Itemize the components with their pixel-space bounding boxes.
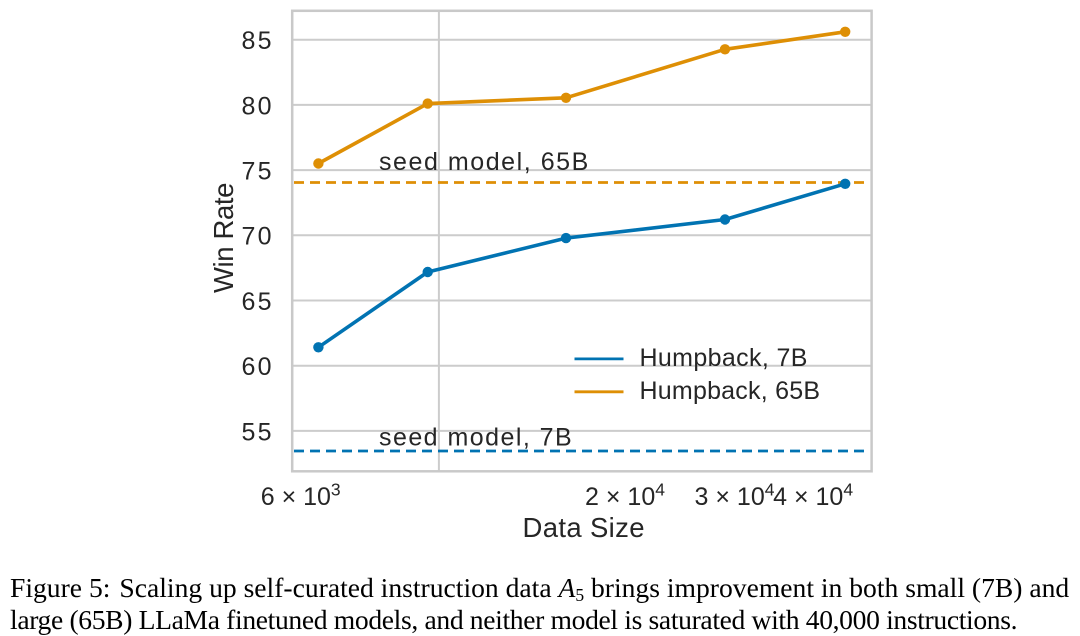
svg-text:Humpback, 65B: Humpback, 65B (640, 377, 821, 405)
svg-text:2 × 104: 2 × 104 (585, 480, 665, 511)
svg-text:3 × 104: 3 × 104 (695, 480, 775, 511)
svg-text:70: 70 (242, 223, 272, 251)
svg-text:60: 60 (242, 353, 272, 381)
svg-text:Humpback, 7B: Humpback, 7B (640, 344, 808, 372)
svg-text:65: 65 (242, 288, 272, 316)
svg-text:80: 80 (242, 92, 272, 120)
svg-text:75: 75 (242, 158, 272, 186)
svg-text:55: 55 (242, 418, 272, 446)
svg-text:seed model, 7B: seed model, 7B (379, 423, 572, 451)
svg-text:6 × 103: 6 × 103 (261, 480, 341, 511)
svg-text:85: 85 (242, 27, 272, 55)
svg-text:seed model, 65B: seed model, 65B (379, 148, 588, 176)
svg-text:Win Rate: Win Rate (208, 183, 239, 293)
svg-text:4 × 104: 4 × 104 (773, 480, 853, 511)
svg-text:Data Size: Data Size (523, 512, 645, 543)
